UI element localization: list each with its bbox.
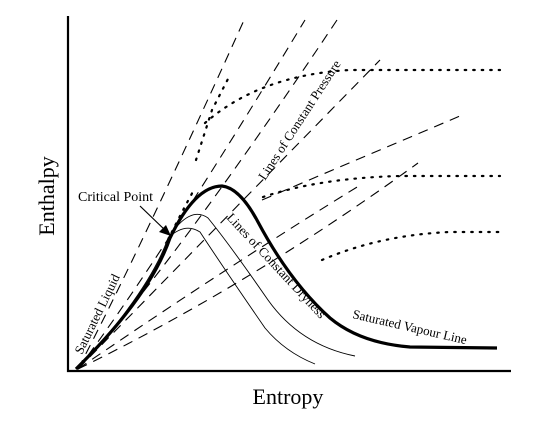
superheat-line-2 [194,73,232,162]
superheat-line-3 [261,174,502,199]
saturation-dome [74,184,498,371]
saturated-liquid-label: Saturated Liquid [71,271,123,356]
constant-pressure-label: Lines of Constant Pressure [255,57,344,183]
constant-dryness-label: Lines of Constant Dryness [224,210,329,321]
critical-point-label: Critical Point [78,190,153,205]
dryness-line-2 [167,227,316,365]
superheat-line-4 [320,230,502,262]
saturated-vapour-label: Saturated Vapour Line [351,306,468,347]
pressure-line-4 [77,59,381,370]
pressure-line-5 [77,183,363,370]
dryness-line-1 [77,213,356,370]
x-axis-label: Entropy [253,384,324,409]
pressure-line-7 [261,115,461,201]
pressure-line-6 [77,162,419,370]
pressure-line-1 [77,17,246,370]
superheat-line-5 [166,186,197,242]
superheat-lines [166,68,502,262]
critical-point-arrow-line [139,205,168,233]
superheat-line-1 [203,68,502,125]
constant-dryness-lines [77,213,356,370]
critical-point-arrow-head [159,225,171,236]
critical-point-marker [139,205,171,236]
y-axis-label: Enthalpy [34,156,59,235]
axes [66,16,511,373]
